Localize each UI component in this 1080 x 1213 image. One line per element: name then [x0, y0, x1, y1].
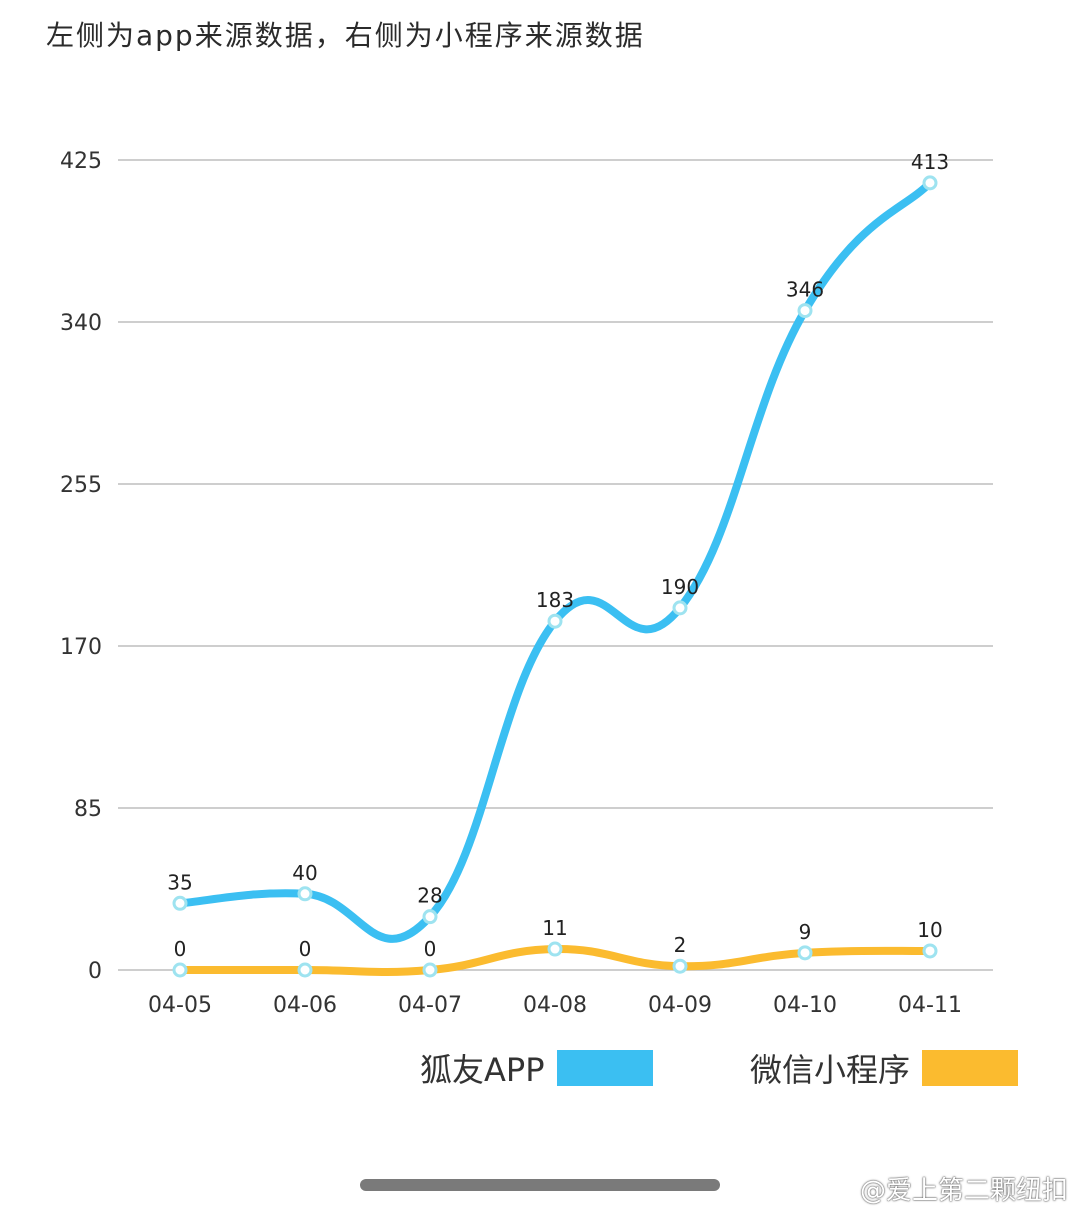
watermark: @爱上第二颗纽扣 [859, 1176, 1068, 1206]
data-label-series-1: 190 [661, 575, 699, 599]
x-axis-ticks: 04-05 04-06 04-07 04-08 04-09 04-10 04-11 [148, 993, 962, 1018]
data-point-series-1[interactable] [172, 895, 188, 911]
legend-label: 狐友APP [420, 1051, 545, 1089]
legend-item-series-1[interactable]: 狐友APP [420, 1046, 653, 1090]
data-label-series-1: 40 [292, 861, 317, 885]
x-tick-label: 04-07 [398, 993, 462, 1018]
data-point-series-1[interactable] [797, 303, 813, 319]
data-point-series-2[interactable] [797, 945, 813, 961]
y-tick-label: 85 [74, 797, 102, 822]
data-label-series-2: 2 [674, 933, 687, 957]
data-label-series-1: 413 [911, 150, 949, 174]
data-point-series-2[interactable] [922, 943, 938, 959]
x-tick-label: 04-06 [273, 993, 337, 1018]
x-tick-label: 04-11 [898, 993, 962, 1018]
home-indicator[interactable] [360, 1179, 720, 1191]
data-label-series-2: 9 [799, 920, 812, 944]
legend-swatch [556, 1050, 653, 1086]
data-point-series-1[interactable] [547, 613, 563, 629]
data-label-series-1: 183 [536, 588, 574, 612]
x-tick-label: 04-08 [523, 993, 587, 1018]
y-axis-ticks: 0 85 170 255 340 425 [60, 149, 102, 984]
data-point-series-1[interactable] [297, 886, 313, 902]
y-tick-label: 170 [60, 635, 102, 660]
series-line-1 [176, 178, 934, 943]
data-label-series-2: 11 [542, 916, 567, 940]
page-title: 左侧为app来源数据，右侧为小程序来源数据 [46, 19, 645, 52]
data-label-series-2: 0 [299, 937, 312, 961]
grid-layer [118, 159, 993, 971]
x-tick-label: 04-09 [648, 993, 712, 1018]
legend-swatch [922, 1050, 1019, 1086]
y-tick-label: 0 [88, 959, 102, 984]
data-label-series-1: 28 [417, 884, 442, 908]
data-point-series-2[interactable] [547, 941, 563, 957]
data-label-layer: 35 40 28 183 190 346 413 0 0 0 11 2 9 10 [167, 150, 949, 961]
data-point-series-2[interactable] [297, 962, 313, 978]
data-label-series-2: 0 [424, 937, 437, 961]
data-label-series-2: 0 [174, 937, 187, 961]
legend-label: 微信小程序 [750, 1051, 911, 1089]
marker-layer [172, 175, 938, 978]
data-point-series-2[interactable] [672, 958, 688, 974]
data-point-series-2[interactable] [422, 962, 438, 978]
data-point-series-2[interactable] [172, 962, 188, 978]
data-point-series-1[interactable] [672, 600, 688, 616]
data-label-series-2: 10 [917, 918, 942, 942]
y-tick-label: 255 [60, 473, 102, 498]
y-tick-label: 340 [60, 311, 102, 336]
x-tick-label: 04-10 [773, 993, 837, 1018]
x-tick-label: 04-05 [148, 993, 212, 1018]
data-point-series-1[interactable] [922, 175, 938, 191]
legend-item-series-2[interactable]: 微信小程序 [750, 1046, 1019, 1090]
y-tick-label: 425 [60, 149, 102, 174]
data-label-series-1: 35 [167, 870, 192, 894]
data-label-series-1: 346 [786, 278, 824, 302]
data-point-series-1[interactable] [422, 909, 438, 925]
